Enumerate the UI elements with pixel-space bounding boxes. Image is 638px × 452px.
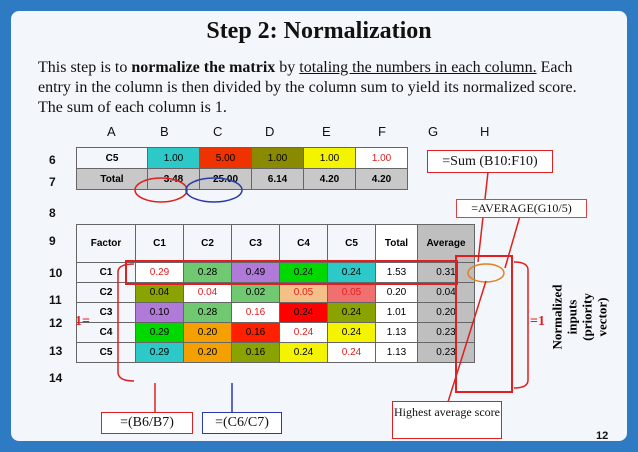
- highest-connector: [447, 280, 487, 403]
- cell-b6: 1.00: [147, 147, 200, 169]
- table-row: C4 0.29 0.20 0.16 0.24 0.24 1.13 0.23: [76, 322, 475, 343]
- cell-d6: 1.00: [251, 147, 304, 169]
- cell-row-average: 0.31: [417, 262, 475, 283]
- cell-row-total: 1.13: [375, 342, 418, 363]
- col-header-e: E: [322, 124, 331, 139]
- table-row: C3 0.10 0.28 0.16 0.24 0.24 1.01 0.20: [76, 302, 475, 323]
- header-c1: C1: [135, 224, 184, 263]
- column-sum-label-left: 1=: [75, 314, 90, 329]
- cell-factor: C5: [76, 342, 136, 363]
- header-total: Total: [375, 224, 418, 263]
- cell-value: 0.20: [183, 342, 232, 363]
- cell-row-total: 1.53: [375, 262, 418, 283]
- cell-value: 0.16: [231, 342, 280, 363]
- row-num-11: 11: [49, 293, 62, 307]
- slide-title: Step 2: Normalization: [206, 18, 432, 44]
- page-number: 12: [596, 430, 609, 442]
- priority-vector-label-box: Normalized inputs (priority vector): [548, 256, 610, 378]
- cell-value: 0.16: [231, 302, 280, 323]
- cell-value: 0.20: [183, 322, 232, 343]
- row-num-8: 8: [49, 206, 56, 220]
- cell-value: 0.24: [327, 262, 376, 283]
- intro-underline: totaling the numbers in each column.: [299, 59, 537, 76]
- cell-total-label: Total: [76, 168, 148, 190]
- row-num-6: 6: [49, 153, 56, 167]
- cell-row-average: 0.20: [417, 302, 475, 323]
- average-column-highlight: [455, 255, 513, 393]
- ellipse-c7: [185, 177, 243, 203]
- row-num-13: 13: [49, 344, 63, 358]
- row-num-10: 10: [49, 266, 63, 280]
- ellipse-highest-average: [467, 263, 505, 283]
- row-num-7: 7: [49, 175, 56, 189]
- cell-row-total: 0.20: [375, 282, 418, 303]
- row-num-14: 14: [49, 371, 63, 385]
- average-connector: [504, 215, 521, 269]
- average-bracket: [513, 261, 529, 389]
- ellipse-b7: [134, 177, 188, 203]
- cell-value: 0.28: [183, 302, 232, 323]
- header-factor: Factor: [76, 224, 136, 263]
- row-num-12: 12: [49, 316, 63, 330]
- cell-d7: 6.14: [251, 168, 304, 190]
- header-c4: C4: [279, 224, 328, 263]
- average-callout: =AVERAGE(G10/5): [456, 199, 587, 218]
- row-10-highlight: [125, 260, 458, 285]
- col-header-g: G: [428, 124, 439, 139]
- intro-text-1: This step is to: [38, 59, 132, 76]
- cell-value: 0.29: [135, 342, 184, 363]
- matrix-top-table: C5 1.00 5.00 1.00 1.00 1.00 Total 3.48 2…: [76, 147, 408, 190]
- column-c1-bracket: [117, 263, 135, 382]
- col-header-c: C: [213, 124, 223, 139]
- col-header-h: H: [480, 124, 490, 139]
- cell-row-average: 0.23: [417, 342, 475, 363]
- row-num-9: 9: [49, 234, 56, 248]
- cell-value: 0.24: [279, 302, 328, 323]
- sum-callout: =Sum (B10:F10): [427, 150, 553, 173]
- priority-vector-label: Normalized inputs (priority vector): [549, 284, 610, 350]
- cell-value: 0.29: [135, 322, 184, 343]
- intro-bold: normalize the matrix: [131, 59, 276, 76]
- cell-value: 0.24: [279, 342, 328, 363]
- intro-text-2: by: [275, 59, 300, 76]
- col-header-d: D: [265, 124, 275, 139]
- div2-callout: =(C6/C7): [202, 412, 282, 434]
- cell-row-total: 1.01: [375, 302, 418, 323]
- div1-callout: =(B6/B7): [101, 412, 193, 434]
- col-header-b: B: [160, 124, 169, 139]
- cell-e7: 4.20: [303, 168, 356, 190]
- table-row: C5 0.29 0.20 0.16 0.24 0.24 1.13 0.23: [76, 342, 475, 363]
- intro-text-3: Each entry in the column is then divided…: [38, 59, 577, 116]
- cell-value: 0.16: [231, 322, 280, 343]
- col-header-f: F: [378, 124, 386, 139]
- table-row: C5 1.00 5.00 1.00 1.00 1.00: [76, 147, 408, 169]
- cell-f6: 1.00: [355, 147, 408, 169]
- normalized-matrix-table: Factor C1 C2 C3 C4 C5 Total Average C1 0.…: [76, 224, 475, 363]
- col-header-a: A: [107, 124, 116, 139]
- cell-f7: 4.20: [355, 168, 408, 190]
- highest-average-callout: Highest average score: [392, 401, 502, 439]
- column-sum-label-right: =1: [530, 314, 545, 329]
- intro-paragraph: This step is to normalize the matrix by …: [38, 58, 598, 118]
